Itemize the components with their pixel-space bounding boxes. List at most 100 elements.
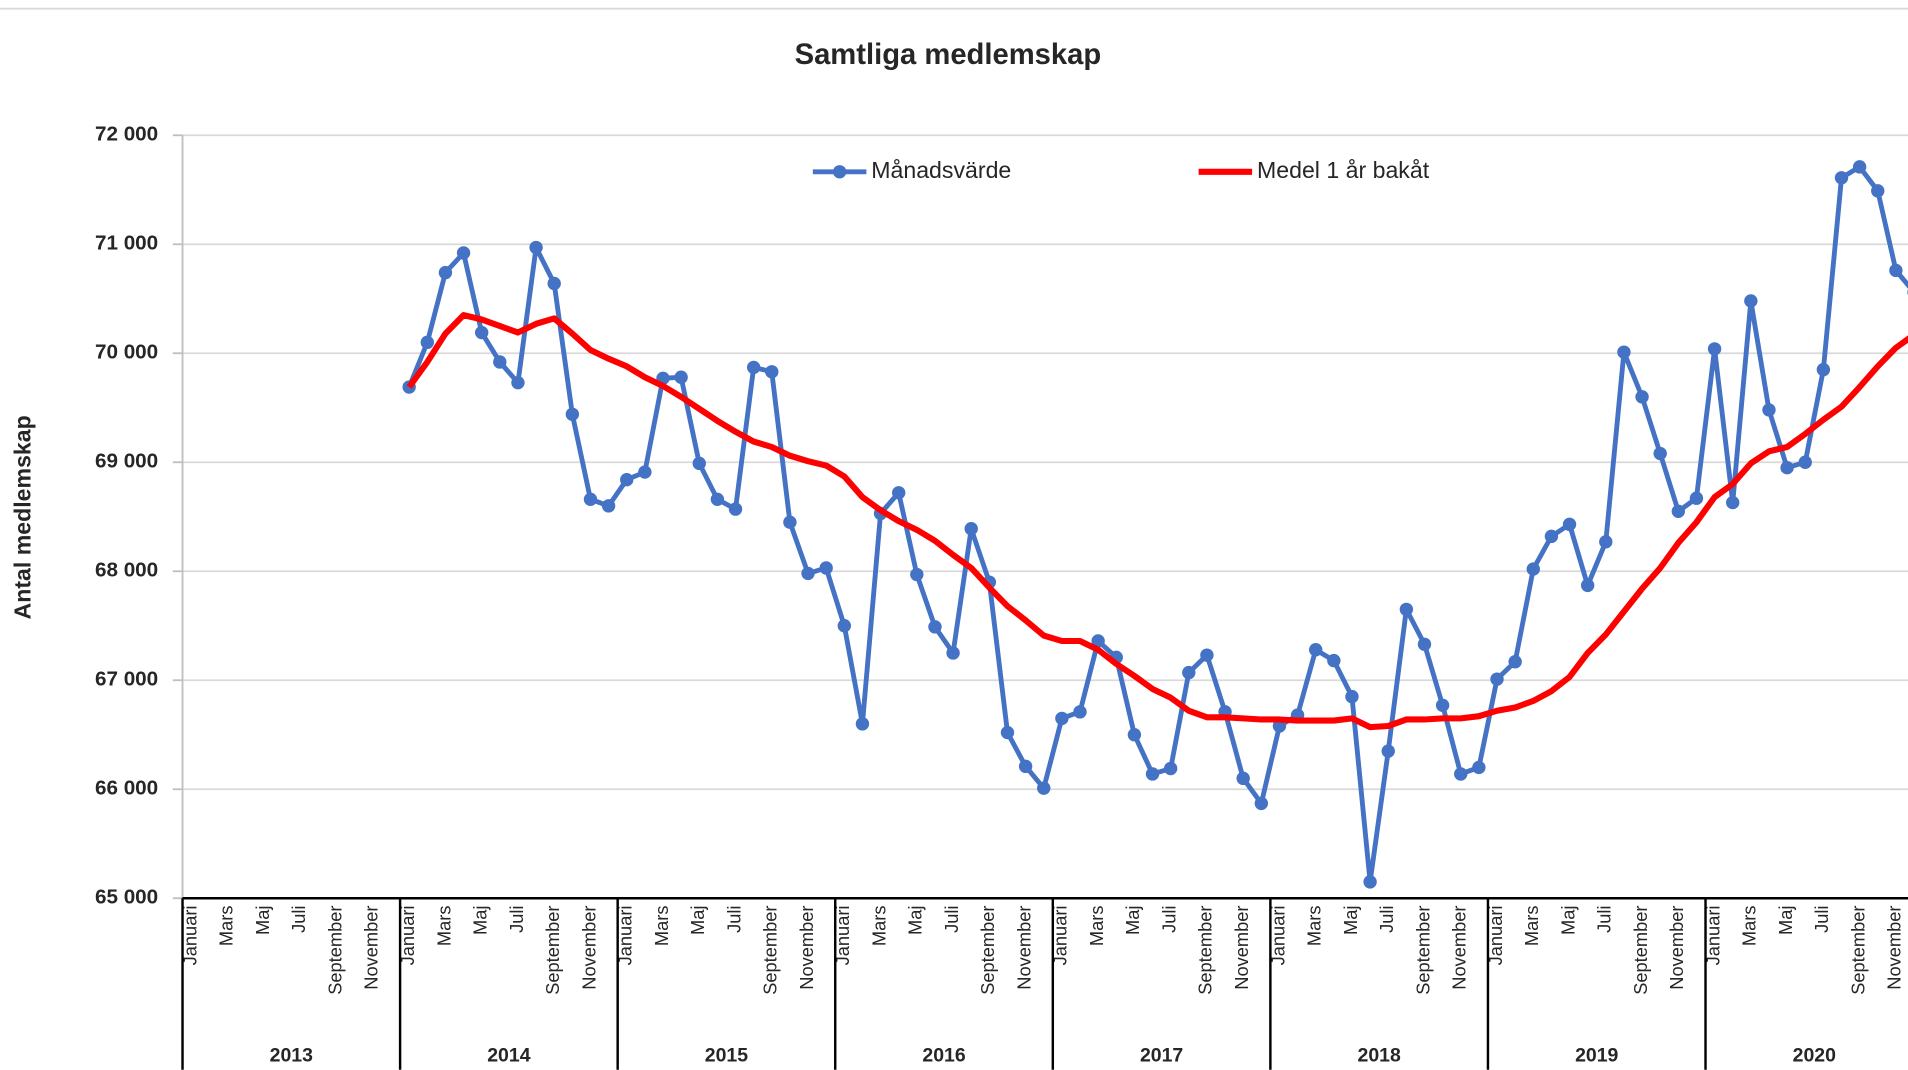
data-point	[1309, 643, 1323, 657]
data-point	[474, 325, 489, 340]
data-point	[1417, 637, 1432, 651]
data-point	[1635, 390, 1649, 404]
data-point	[1327, 653, 1341, 668]
x-tick-label: Mars	[1521, 906, 1542, 947]
data-point	[1399, 602, 1414, 617]
x-tick-label: November	[1449, 906, 1470, 990]
data-point	[511, 375, 525, 390]
legend-item: Månadsvärde	[812, 157, 1011, 183]
data-point	[910, 567, 924, 582]
x-tick-label: Mars	[433, 906, 454, 947]
data-point	[1689, 491, 1704, 505]
y-tick-label: 72 000	[95, 123, 158, 146]
data-point	[1871, 184, 1885, 198]
data-point	[1744, 294, 1758, 308]
data-point	[1073, 705, 1087, 719]
legend-label: Månadsvärde	[871, 157, 1011, 183]
year-label: 2018	[1358, 1045, 1401, 1067]
data-point	[1798, 455, 1812, 469]
year-label: 2016	[922, 1045, 965, 1067]
x-tick-label: Juli	[1594, 906, 1615, 933]
data-point	[1653, 446, 1667, 461]
x-tick-label: Juli	[506, 906, 527, 933]
x-tick-label: Juli	[723, 906, 744, 933]
x-tick-label: Januari	[179, 906, 200, 966]
x-tick-label: September	[1412, 906, 1433, 995]
data-point	[493, 355, 507, 369]
chart-title: Samtliga medlemskap	[795, 39, 1102, 71]
data-point	[801, 566, 815, 581]
data-point	[1055, 711, 1069, 726]
data-point	[765, 365, 779, 379]
series-line	[406, 164, 1908, 885]
data-point	[1834, 171, 1849, 185]
x-tick-label: November	[1884, 906, 1905, 990]
x-tick-label: Maj	[470, 906, 491, 935]
data-point	[601, 499, 616, 513]
x-tick-label: September	[760, 906, 781, 995]
x-tick-label: Januari	[1267, 906, 1288, 966]
x-tick-label: September	[977, 906, 998, 995]
data-point	[1889, 263, 1903, 278]
data-point	[547, 276, 561, 291]
x-tick-label: Juli	[1376, 906, 1397, 933]
y-tick-label: 66 000	[95, 777, 158, 800]
x-tick-label: November	[1231, 906, 1252, 990]
x-tick-label: November	[1013, 906, 1034, 990]
data-point	[1762, 403, 1776, 417]
x-tick-label: Maj	[1557, 906, 1578, 935]
x-tick-label: Januari	[832, 906, 853, 966]
x-tick-label: Maj	[1122, 906, 1143, 935]
data-point	[1472, 760, 1486, 775]
data-point	[1599, 535, 1613, 549]
x-tick-label: November	[578, 906, 599, 990]
y-tick-label: 67 000	[95, 668, 158, 691]
data-point	[1200, 648, 1214, 662]
x-tick-label: Maj	[252, 906, 273, 935]
series-line	[406, 312, 1908, 731]
year-label: 2013	[270, 1045, 313, 1067]
year-label: 2015	[705, 1045, 748, 1067]
data-point	[1037, 781, 1051, 795]
x-tick-label: Juli	[1158, 906, 1179, 933]
x-tick-label: Juli	[941, 906, 962, 933]
data-point	[1363, 875, 1377, 889]
data-point	[710, 492, 725, 507]
year-label: 2019	[1575, 1045, 1618, 1067]
x-tick-label: September	[1847, 906, 1868, 995]
data-point	[1490, 672, 1504, 686]
data-point	[783, 515, 797, 529]
data-point	[1454, 767, 1468, 781]
y-tick-label: 70 000	[95, 341, 158, 364]
data-point	[928, 620, 942, 634]
data-point	[456, 246, 471, 260]
x-tick-label: September	[1630, 906, 1651, 995]
data-point	[438, 265, 453, 280]
data-point	[1254, 796, 1269, 811]
data-point	[1127, 728, 1142, 742]
data-point	[728, 502, 743, 516]
x-tick-label: Maj	[1775, 906, 1796, 935]
data-point	[420, 335, 434, 350]
year-label: 2014	[487, 1045, 530, 1067]
data-point	[692, 456, 706, 471]
x-tick-label: Mars	[651, 906, 672, 947]
data-point	[746, 360, 761, 375]
data-point	[565, 407, 580, 421]
data-point	[892, 486, 906, 500]
data-point	[638, 465, 652, 479]
x-tick-label: September	[1195, 906, 1216, 995]
x-tick-label: Maj	[687, 906, 708, 935]
data-point	[1562, 517, 1577, 532]
data-point	[529, 240, 543, 255]
x-tick-label: September	[324, 906, 345, 995]
data-point	[1345, 689, 1359, 704]
data-point	[1018, 759, 1033, 774]
x-tick-label: November	[361, 906, 382, 990]
x-tick-label: November	[796, 906, 817, 990]
data-point	[1236, 771, 1250, 786]
x-tick-label: Mars	[216, 906, 237, 947]
data-point	[1508, 655, 1522, 669]
